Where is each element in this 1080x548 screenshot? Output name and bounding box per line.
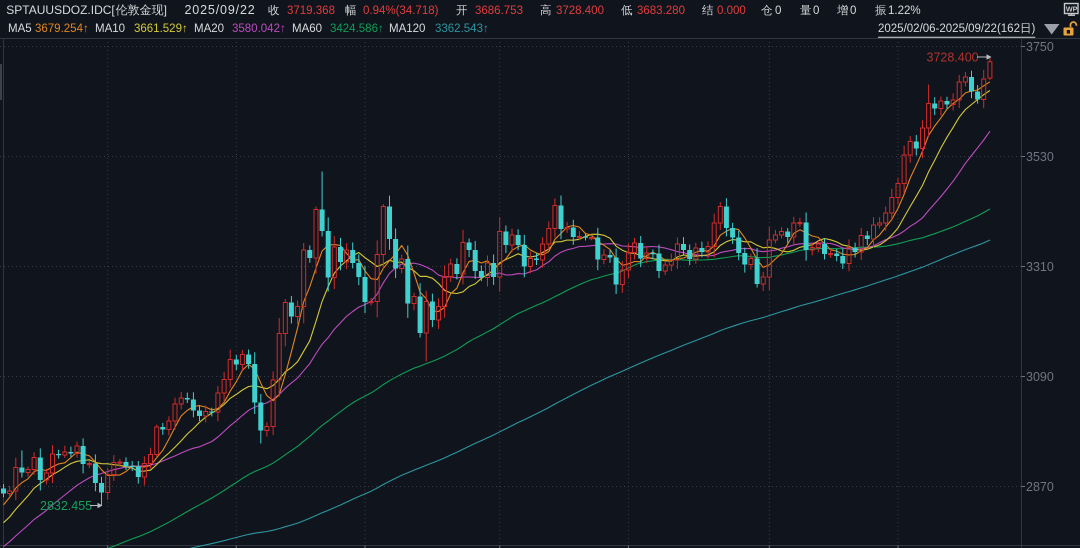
svg-text:WP: WP [1066,5,1078,14]
svg-text:2025/09/22: 2025/09/22 [185,3,256,17]
svg-text:]: ] [164,3,167,17]
svg-text:3424.586↑: 3424.586↑ [330,23,384,35]
svg-text:3686.753: 3686.753 [475,5,523,17]
svg-text:3679.254↑: 3679.254↑ [35,23,89,35]
svg-text:MA5: MA5 [8,23,32,35]
svg-text:0: 0 [775,5,781,17]
svg-text:0: 0 [813,5,819,17]
svg-text:0.000: 0.000 [717,5,746,17]
svg-text:0: 0 [850,5,856,17]
svg-text:3719.368: 3719.368 [287,5,335,17]
svg-text:3728.400: 3728.400 [556,5,604,17]
svg-text:1.22%: 1.22% [888,5,921,17]
svg-text:MA60: MA60 [292,23,322,35]
svg-text:MA10: MA10 [95,23,125,35]
svg-text:MA20: MA20 [194,23,224,35]
svg-text:2832.455: 2832.455 [40,499,92,513]
svg-text:3580.042↑: 3580.042↑ [232,23,286,35]
svg-text:2025/02/06-2025/09/22(162: 2025/02/06-2025/09/22(162 [878,23,1020,35]
svg-text:3661.529↑: 3661.529↑ [134,23,188,35]
svg-text:3683.280: 3683.280 [637,5,685,17]
svg-text:3728.400: 3728.400 [927,51,979,65]
svg-text:SPTAUUSDOZ.IDC[: SPTAUUSDOZ.IDC[ [6,3,115,17]
svg-text:MA120: MA120 [389,23,425,35]
svg-text:3750: 3750 [1026,40,1054,54]
svg-text:): ) [1032,23,1036,35]
svg-text:3530: 3530 [1026,150,1054,164]
svg-text:3310: 3310 [1026,260,1054,274]
svg-text:0.94%(34.718): 0.94%(34.718) [363,5,439,17]
svg-text:2870: 2870 [1026,480,1054,494]
svg-text:3090: 3090 [1026,370,1054,384]
svg-text:3362.543↑: 3362.543↑ [435,23,489,35]
